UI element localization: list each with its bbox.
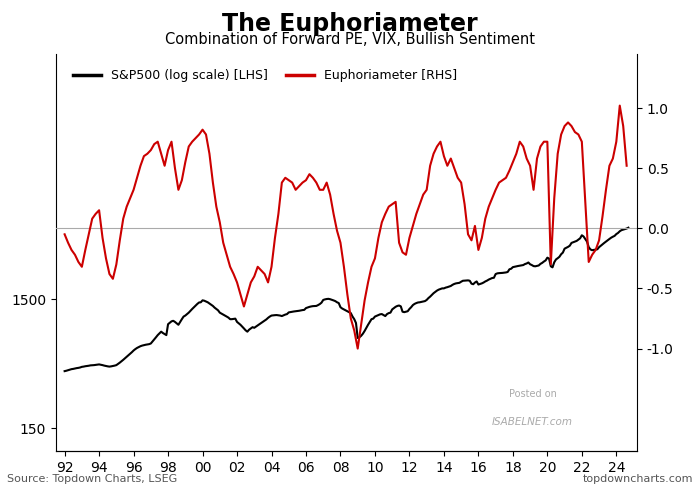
Text: Posted on: Posted on <box>509 389 557 399</box>
Text: The Euphoriameter: The Euphoriameter <box>222 12 478 36</box>
Text: Combination of Forward PE, VIX, Bullish Sentiment: Combination of Forward PE, VIX, Bullish … <box>165 32 535 47</box>
Text: topdowncharts.com: topdowncharts.com <box>582 474 693 484</box>
Text: Source: Topdown Charts, LSEG: Source: Topdown Charts, LSEG <box>7 474 177 484</box>
Legend: S&P500 (log scale) [LHS], Euphoriameter [RHS]: S&P500 (log scale) [LHS], Euphoriameter … <box>68 64 462 87</box>
Text: ISABELNET.com: ISABELNET.com <box>491 417 573 427</box>
